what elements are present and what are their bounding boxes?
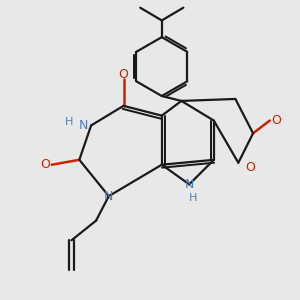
- Text: O: O: [245, 161, 255, 174]
- Text: O: O: [272, 114, 281, 127]
- Text: N: N: [184, 178, 194, 191]
- Text: O: O: [40, 158, 50, 171]
- Text: H: H: [189, 193, 197, 203]
- Text: H: H: [65, 116, 74, 127]
- Text: N: N: [104, 190, 113, 202]
- Text: O: O: [118, 68, 128, 81]
- Text: N: N: [79, 119, 88, 132]
